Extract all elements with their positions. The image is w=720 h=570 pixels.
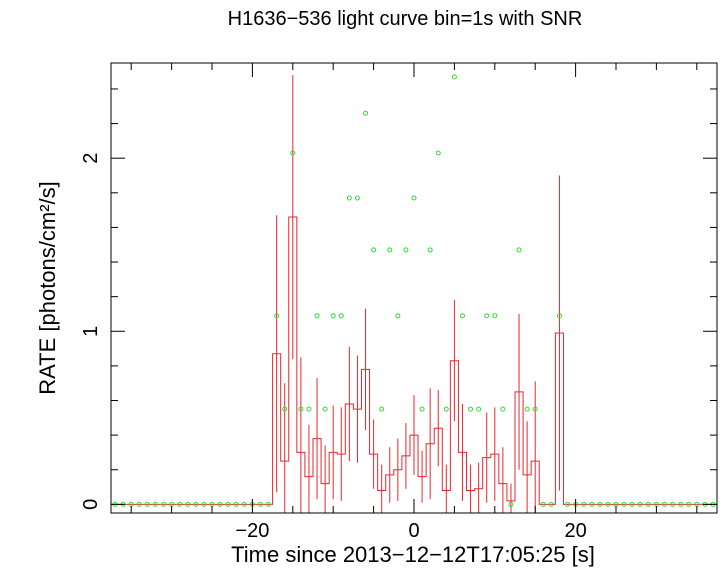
- snr-point: [589, 501, 595, 507]
- x-tick-label: 0: [408, 520, 419, 542]
- snr-point: [597, 501, 603, 507]
- snr-point: [427, 247, 433, 253]
- snr-point: [185, 501, 191, 507]
- y-axis-label: RATE [photons/cm²/s]: [35, 181, 60, 395]
- x-axis-label: Time since 2013−12−12T17:05:25 [s]: [231, 542, 595, 567]
- snr-point: [435, 150, 441, 156]
- x-tick-label: 20: [564, 520, 586, 542]
- snr-point: [484, 313, 490, 319]
- snr-point: [387, 247, 393, 253]
- snr-point: [629, 501, 635, 507]
- snr-point: [338, 313, 344, 319]
- snr-point: [217, 501, 223, 507]
- snr-point: [451, 74, 457, 80]
- snr-point: [322, 406, 328, 412]
- snr-point: [621, 501, 627, 507]
- snr-point: [144, 501, 150, 507]
- y-tick-label: 1: [80, 326, 102, 337]
- snr-point: [565, 501, 571, 507]
- snr-point: [233, 501, 239, 507]
- snr-point: [637, 501, 643, 507]
- plot-content: [111, 74, 717, 513]
- snr-point: [330, 313, 336, 319]
- x-tick-label: −20: [235, 520, 269, 542]
- snr-point: [225, 501, 231, 507]
- y-tick-label: 2: [80, 153, 102, 164]
- snr-point: [532, 406, 538, 412]
- snr-point: [290, 150, 296, 156]
- snr-point: [282, 406, 288, 412]
- snr-point: [379, 406, 385, 412]
- axes: −20 0 20 0 1 2: [80, 63, 717, 542]
- snr-point: [516, 247, 522, 253]
- snr-point: [201, 501, 207, 507]
- snr-point: [492, 313, 498, 319]
- snr-point: [346, 195, 352, 201]
- snr-point: [605, 501, 611, 507]
- snr-point: [306, 406, 312, 412]
- snr-point: [661, 501, 667, 507]
- chart-title: H1636−536 light curve bin=1s with SNR: [228, 8, 583, 30]
- snr-point: [354, 195, 360, 201]
- snr-point: [443, 406, 449, 412]
- snr-point: [395, 313, 401, 319]
- snr-point: [257, 501, 263, 507]
- snr-point: [540, 501, 546, 507]
- snr-point: [419, 406, 425, 412]
- snr-point: [476, 406, 482, 412]
- snr-point: [193, 501, 199, 507]
- snr-point: [241, 501, 247, 507]
- snr-point: [645, 501, 651, 507]
- snr-point: [508, 501, 514, 507]
- snr-point: [686, 501, 692, 507]
- snr-point: [670, 501, 676, 507]
- snr-point: [371, 247, 377, 253]
- snr-point: [266, 501, 272, 507]
- snr-point: [678, 501, 684, 507]
- plot-area: [111, 74, 717, 513]
- snr-point: [152, 501, 158, 507]
- y-tick-label: 0: [80, 499, 102, 510]
- snr-point: [581, 501, 587, 507]
- snr-point: [274, 313, 280, 319]
- snr-point: [556, 313, 562, 319]
- snr-point: [298, 406, 304, 412]
- snr-point: [177, 501, 183, 507]
- snr-point: [524, 406, 530, 412]
- snr-point: [363, 110, 369, 116]
- snr-point: [403, 247, 409, 253]
- snr-point: [500, 406, 506, 412]
- snr-point: [314, 313, 320, 319]
- snr-point: [468, 406, 474, 412]
- snr-point: [459, 313, 465, 319]
- snr-point: [136, 501, 142, 507]
- snr-point: [411, 195, 417, 201]
- snr-point: [548, 501, 554, 507]
- snr-point: [161, 501, 167, 507]
